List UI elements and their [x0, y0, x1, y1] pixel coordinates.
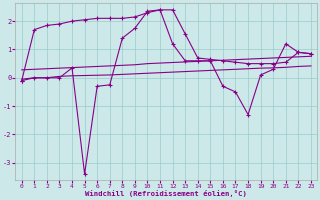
X-axis label: Windchill (Refroidissement éolien,°C): Windchill (Refroidissement éolien,°C) [85, 190, 247, 197]
